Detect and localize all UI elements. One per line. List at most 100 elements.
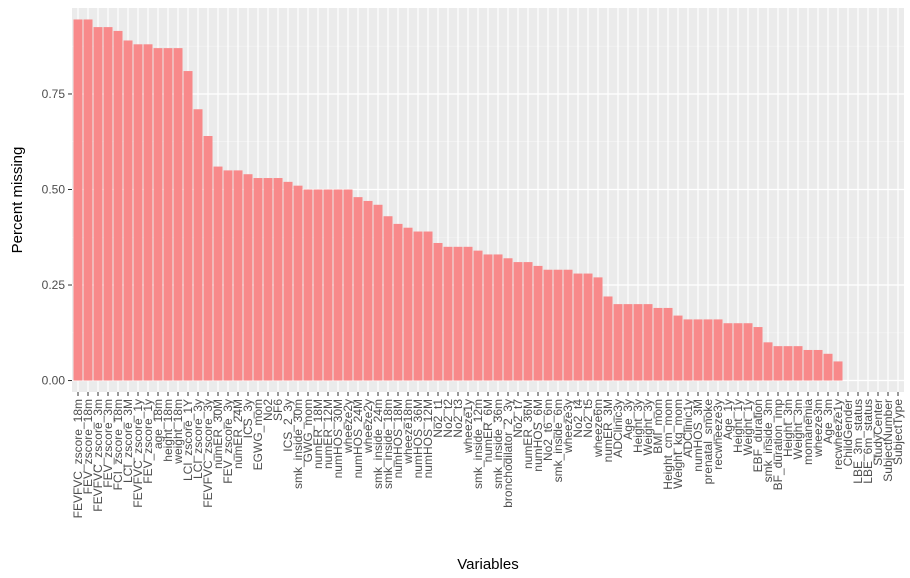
x-tick-label: Height_cm_mom [661,399,675,490]
x-tick-label: numER_30M [211,399,225,469]
x-tick-label: LCI_zscore_3y [191,399,205,479]
x-tick-label: ADClinic3y [611,399,625,458]
x-tick-label: FEV_zscore_1y [141,399,155,484]
bar [383,216,393,381]
x-tick-label: No2_t2 [441,399,455,438]
bar [163,48,173,381]
bar [83,19,93,381]
bar [173,48,183,381]
x-tick-label: Age_1y [721,399,735,440]
bar [123,40,133,381]
x-tick-label: weight_18m [171,399,185,465]
x-tick-label: FEVFVC_zscore_3m [91,399,105,512]
x-tick-label: SubjectType [891,399,905,465]
y-tick-label: 0.00 [42,374,66,388]
bar [533,265,543,381]
x-tick-label: FEVFVC_zscore_1y [131,399,145,508]
bar [203,136,213,381]
x-tick-label: bronchodilator_2_3y [501,399,515,508]
x-tick-label: Age_3m [821,399,835,444]
x-tick-label: Height_3m [781,399,795,457]
x-tick-label: wheeze3m [811,399,825,458]
x-tick-label: Height_3y [631,399,645,453]
x-tick-label: No2_t1 [431,399,445,438]
bar [373,204,383,381]
bar [733,323,743,381]
x-tick-label: LCI_zscore_3M [121,399,135,483]
bar [153,48,163,381]
x-tick-label: numHOS_12M [421,399,435,478]
x-tick-label: age_18m [151,399,165,449]
bar [743,323,753,381]
bar [653,307,663,381]
x-tick-label: Height_1y [731,399,745,453]
x-axis-title: Variables [457,556,518,573]
bar [133,44,143,381]
x-tick-label: wheeze6m [591,399,605,458]
bar [543,269,553,381]
bar [423,231,433,381]
x-tick-label: StudyCenter [871,399,885,466]
x-tick-label: LBE_6m_status [861,399,875,484]
x-tick-label: smk_inside_24m [371,399,385,489]
y-tick-label: 0.25 [42,278,66,292]
bar [113,30,123,381]
bar [393,223,403,381]
x-tick-label: numHOS_30M [331,399,345,478]
x-tick-label: Weight_3m [791,399,805,459]
bar [353,197,363,381]
bar [793,346,803,381]
bar [813,349,823,381]
bar [563,269,573,381]
bar [623,304,633,381]
x-tick-label: FEV_zscore_3y [221,399,235,484]
bar [233,170,243,381]
x-tick-label: numER_36M [521,399,535,469]
x-tick-label: prenatal_smoke [701,399,715,485]
bar [93,27,103,381]
x-tick-label: EGWG_mom [251,399,265,470]
bar [293,185,303,381]
x-tick-label: GWG_mom [301,399,315,462]
x-tick-label: numER_12M [321,399,335,469]
x-tick-label: FEV_zscore_18m [81,399,95,494]
bar [143,44,153,381]
bar [453,246,463,381]
bar [483,254,493,381]
y-tick-label: 0.50 [42,182,66,196]
bar [283,181,293,381]
bar [343,189,353,381]
x-tick-label: ADClinic1y [681,399,695,458]
bar [713,319,723,381]
bar [363,200,373,381]
bar [633,304,643,381]
bar [333,189,343,381]
x-tick-label: numER_24M [231,399,245,469]
x-axis: FEVFVC_zscore_18mFEV_zscore_18mFEVFVC_zs… [71,392,905,518]
x-tick-label: No2_t6_6m [541,399,555,461]
x-tick-label: ChildGender [841,399,855,466]
x-tick-label: wheeze3y [561,399,575,454]
x-tick-label: smk_inside_30m [291,399,305,489]
x-tick-label: smk_inside_3m [761,399,775,482]
y-axis: 0.00 0.25 0.50 0.75 [42,87,72,388]
x-tick-label: No2_t5 [581,399,595,438]
x-tick-label: FEV_zscore_3m [101,399,115,488]
bar [323,189,333,381]
x-tick-label: LBE_3m_status [851,399,865,484]
x-tick-label: No2_t4 [571,399,585,438]
x-tick-label: EBF_duration [751,399,765,472]
bar [773,346,783,381]
bar [183,71,193,381]
y-tick-label: 0.75 [42,87,66,101]
x-tick-label: BMI_mom [651,399,665,454]
bar [583,273,593,381]
x-tick-label: Weight_3y [641,399,655,455]
x-tick-label: ICS_3y [241,399,255,438]
bar [463,246,473,381]
x-tick-label: numER_18M [311,399,325,469]
bar [703,319,713,381]
x-tick-label: FEVFVC_zscore_3y [201,399,215,508]
bar [403,227,413,381]
